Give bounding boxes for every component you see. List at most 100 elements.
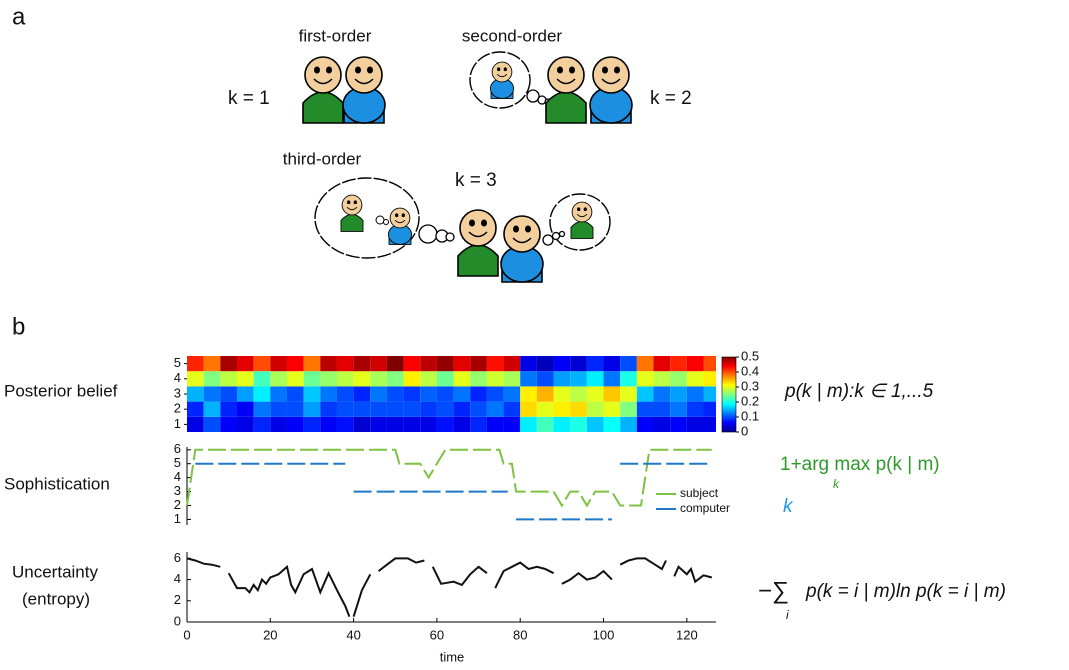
thought-dot: [542, 234, 554, 246]
heatmap-cell: [436, 416, 454, 432]
heatmap-cell: [436, 386, 454, 402]
k-label: k = 2: [650, 88, 692, 109]
heatmap-cell: [386, 356, 404, 372]
heatmap-cell: [470, 371, 487, 387]
heatmap-cell: [520, 386, 537, 402]
heatmap-cell: [286, 356, 304, 372]
heatmap-cell: [686, 401, 704, 417]
heatmap-cell: [570, 371, 587, 387]
heatmap-cell: [386, 416, 404, 432]
heatmap-cell: [403, 401, 421, 417]
caption: first-order: [299, 26, 372, 45]
formula: −∑: [758, 577, 789, 604]
heatmap-cell: [303, 356, 321, 372]
body: [570, 220, 594, 239]
x-tick-label: 60: [430, 627, 444, 642]
heatmap-cell: [536, 371, 554, 387]
heatmap-cell: [586, 401, 604, 417]
eye: [497, 67, 501, 72]
smile: [468, 231, 488, 238]
head: [389, 207, 411, 229]
heatmap-cell: [270, 371, 287, 387]
x-tick-label: 40: [346, 627, 360, 642]
head: [341, 194, 363, 216]
smile: [354, 78, 374, 85]
heatmap-cell: [470, 386, 487, 402]
heatmap-cell: [636, 356, 654, 372]
heatmap-cell: [553, 401, 571, 417]
colorbar: [721, 356, 737, 433]
heatmap-cell: [620, 371, 637, 387]
heatmap-cell: [220, 401, 237, 417]
heatmap-cell: [420, 416, 437, 432]
eye: [395, 213, 399, 218]
heatmap-cell: [653, 386, 671, 402]
y-tick-label: 1: [174, 416, 181, 431]
smile: [576, 213, 588, 218]
legend-label: computer: [680, 501, 730, 515]
thought-dot: [526, 89, 540, 103]
colorbar-tick-label: 0.2: [741, 393, 759, 408]
heatmap-cell: [286, 416, 304, 432]
x-tick-label: 0: [183, 627, 190, 642]
heatmap-cell: [536, 386, 554, 402]
smile: [346, 206, 358, 211]
heatmap-cell: [236, 416, 254, 432]
smile: [313, 78, 333, 85]
heatmap-cell: [503, 401, 521, 417]
heatmap-cell: [570, 386, 587, 402]
heatmap-cell: [620, 401, 637, 417]
heatmap-cell: [286, 401, 304, 417]
body: [302, 91, 344, 124]
heatmap-cell: [336, 401, 354, 417]
heatmap-cell: [670, 416, 687, 432]
head: [459, 209, 497, 247]
heatmap-cell: [320, 416, 337, 432]
eye: [583, 207, 587, 212]
head: [571, 201, 593, 223]
heatmap-cell: [703, 401, 716, 417]
y-tick-label: 6: [174, 550, 181, 565]
heatmap-cell: [586, 416, 604, 432]
heatmap-cell: [636, 371, 654, 387]
heatmap-cell: [686, 386, 704, 402]
heatmap-cell: [603, 356, 621, 372]
heatmap-cell: [353, 371, 371, 387]
eye: [469, 219, 475, 227]
heatmap-cell: [203, 356, 221, 372]
heatmap-cell: [270, 416, 287, 432]
heatmap-cell: [620, 416, 637, 432]
head: [503, 215, 541, 253]
heatmap-cell: [670, 356, 687, 372]
heatmap-cell: [453, 386, 471, 402]
heatmap-cell: [670, 386, 687, 402]
row-label: Uncertainty: [12, 562, 98, 581]
eye: [513, 225, 519, 233]
y-tick-label: 2: [174, 401, 181, 416]
heatmap-cell: [403, 416, 421, 432]
heatmap-cell: [220, 416, 237, 432]
heatmap-cell: [370, 386, 387, 402]
heatmap-cell: [303, 401, 321, 417]
eye: [401, 213, 405, 218]
heatmap-cell: [670, 371, 687, 387]
heatmap-cell: [436, 356, 454, 372]
thought-dot: [383, 219, 389, 225]
heatmap-cell: [187, 416, 204, 432]
panel-label: b: [12, 313, 25, 340]
heatmap-cell: [486, 401, 504, 417]
formula: 1+arg max p(k | m): [780, 454, 940, 475]
heatmap-cell: [453, 371, 471, 387]
heatmap-cell: [653, 356, 671, 372]
heatmap-cell: [386, 401, 404, 417]
y-tick-label: 3: [174, 385, 181, 400]
eye: [326, 66, 332, 74]
heatmap-cell: [187, 401, 204, 417]
eye: [355, 66, 361, 74]
heatmap-cell: [620, 356, 637, 372]
heatmap-cell: [386, 386, 404, 402]
smile: [496, 73, 508, 78]
heatmap-cell: [253, 386, 271, 402]
heatmap-cell: [203, 371, 221, 387]
